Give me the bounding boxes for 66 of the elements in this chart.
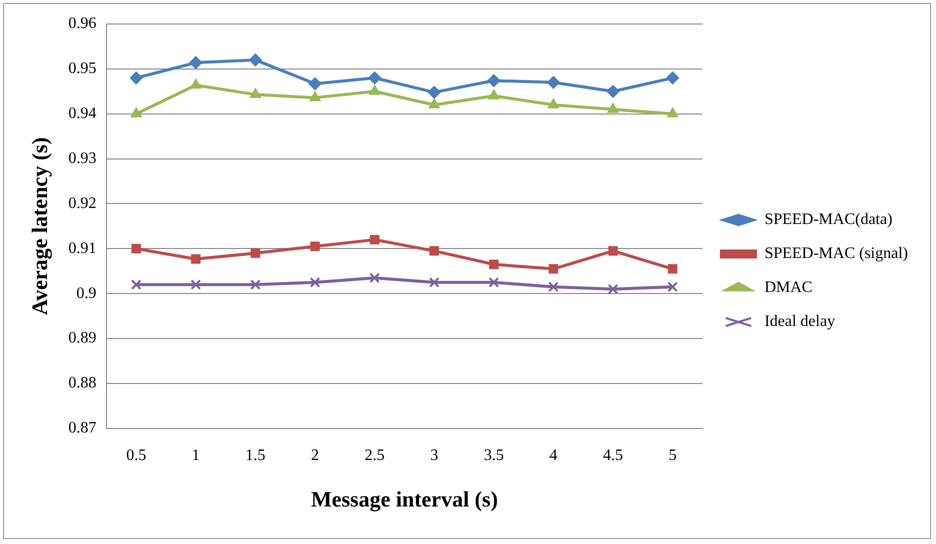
point: [548, 264, 558, 274]
point: [608, 246, 618, 256]
x-tick-label: 1.5: [245, 447, 266, 464]
x-tick-label: 4: [549, 447, 558, 464]
point: [250, 88, 262, 98]
y-tick-label: 0.92: [68, 194, 96, 212]
point: [429, 246, 439, 256]
point: [190, 279, 202, 290]
point: [309, 91, 321, 102]
point: [310, 277, 320, 288]
x-tick-label: 3: [430, 447, 438, 464]
x-tick-label: 0.5: [126, 447, 146, 464]
point: [130, 279, 142, 290]
point: [488, 89, 500, 100]
point: [667, 282, 678, 292]
point: [308, 77, 322, 90]
point: [668, 264, 678, 274]
x-tick-label: 2.5: [364, 447, 385, 464]
y-tick-label: 0.9: [76, 284, 96, 302]
y-tick-label: 0.96: [68, 15, 96, 32]
point: [189, 56, 202, 70]
y-tick-label: 0.87: [68, 420, 96, 437]
point: [548, 98, 560, 108]
y-tick-label: 0.89: [68, 330, 96, 347]
point: [369, 272, 380, 284]
legend-label: SPEED-MAC(data): [764, 211, 892, 228]
point: [488, 277, 500, 288]
point: [368, 84, 380, 95]
y-tick-label: 0.95: [68, 60, 96, 78]
y-tick-label: 0.93: [68, 150, 96, 168]
point: [250, 248, 260, 258]
point: [310, 242, 320, 252]
point: [250, 279, 261, 290]
point: [130, 71, 143, 84]
x-tick-label: 3.5: [484, 447, 504, 464]
legend-label: Ideal delay: [764, 313, 836, 330]
x-axis-title: Message interval (s): [310, 486, 498, 512]
y-axis-title: Average latency (s): [26, 137, 52, 316]
point: [248, 53, 262, 66]
point: [487, 74, 500, 88]
x-tick-label: 5: [668, 447, 677, 464]
x-tick-label: 4.5: [603, 447, 624, 464]
point: [191, 254, 201, 264]
legend-label: DMAC: [764, 279, 812, 296]
point: [546, 76, 560, 89]
y-tick-label: 0.91: [68, 240, 96, 257]
point: [368, 71, 382, 84]
x-tick-label: 2: [311, 447, 320, 464]
point: [190, 78, 202, 89]
point: [607, 102, 619, 113]
point: [428, 277, 440, 288]
point: [666, 71, 680, 84]
point: [608, 284, 618, 294]
point: [428, 86, 441, 99]
point: [606, 84, 620, 98]
point: [370, 234, 380, 244]
point: [548, 282, 559, 292]
point: [428, 98, 440, 108]
legend-label: SPEED-MAC (signal): [764, 245, 908, 262]
x-tick-label: 1: [192, 447, 200, 464]
y-tick-label: 0.88: [68, 374, 96, 392]
point: [130, 107, 142, 118]
y-tick-label: 0.94: [68, 105, 96, 122]
point: [489, 260, 499, 270]
point: [131, 244, 141, 254]
point: [666, 107, 678, 118]
